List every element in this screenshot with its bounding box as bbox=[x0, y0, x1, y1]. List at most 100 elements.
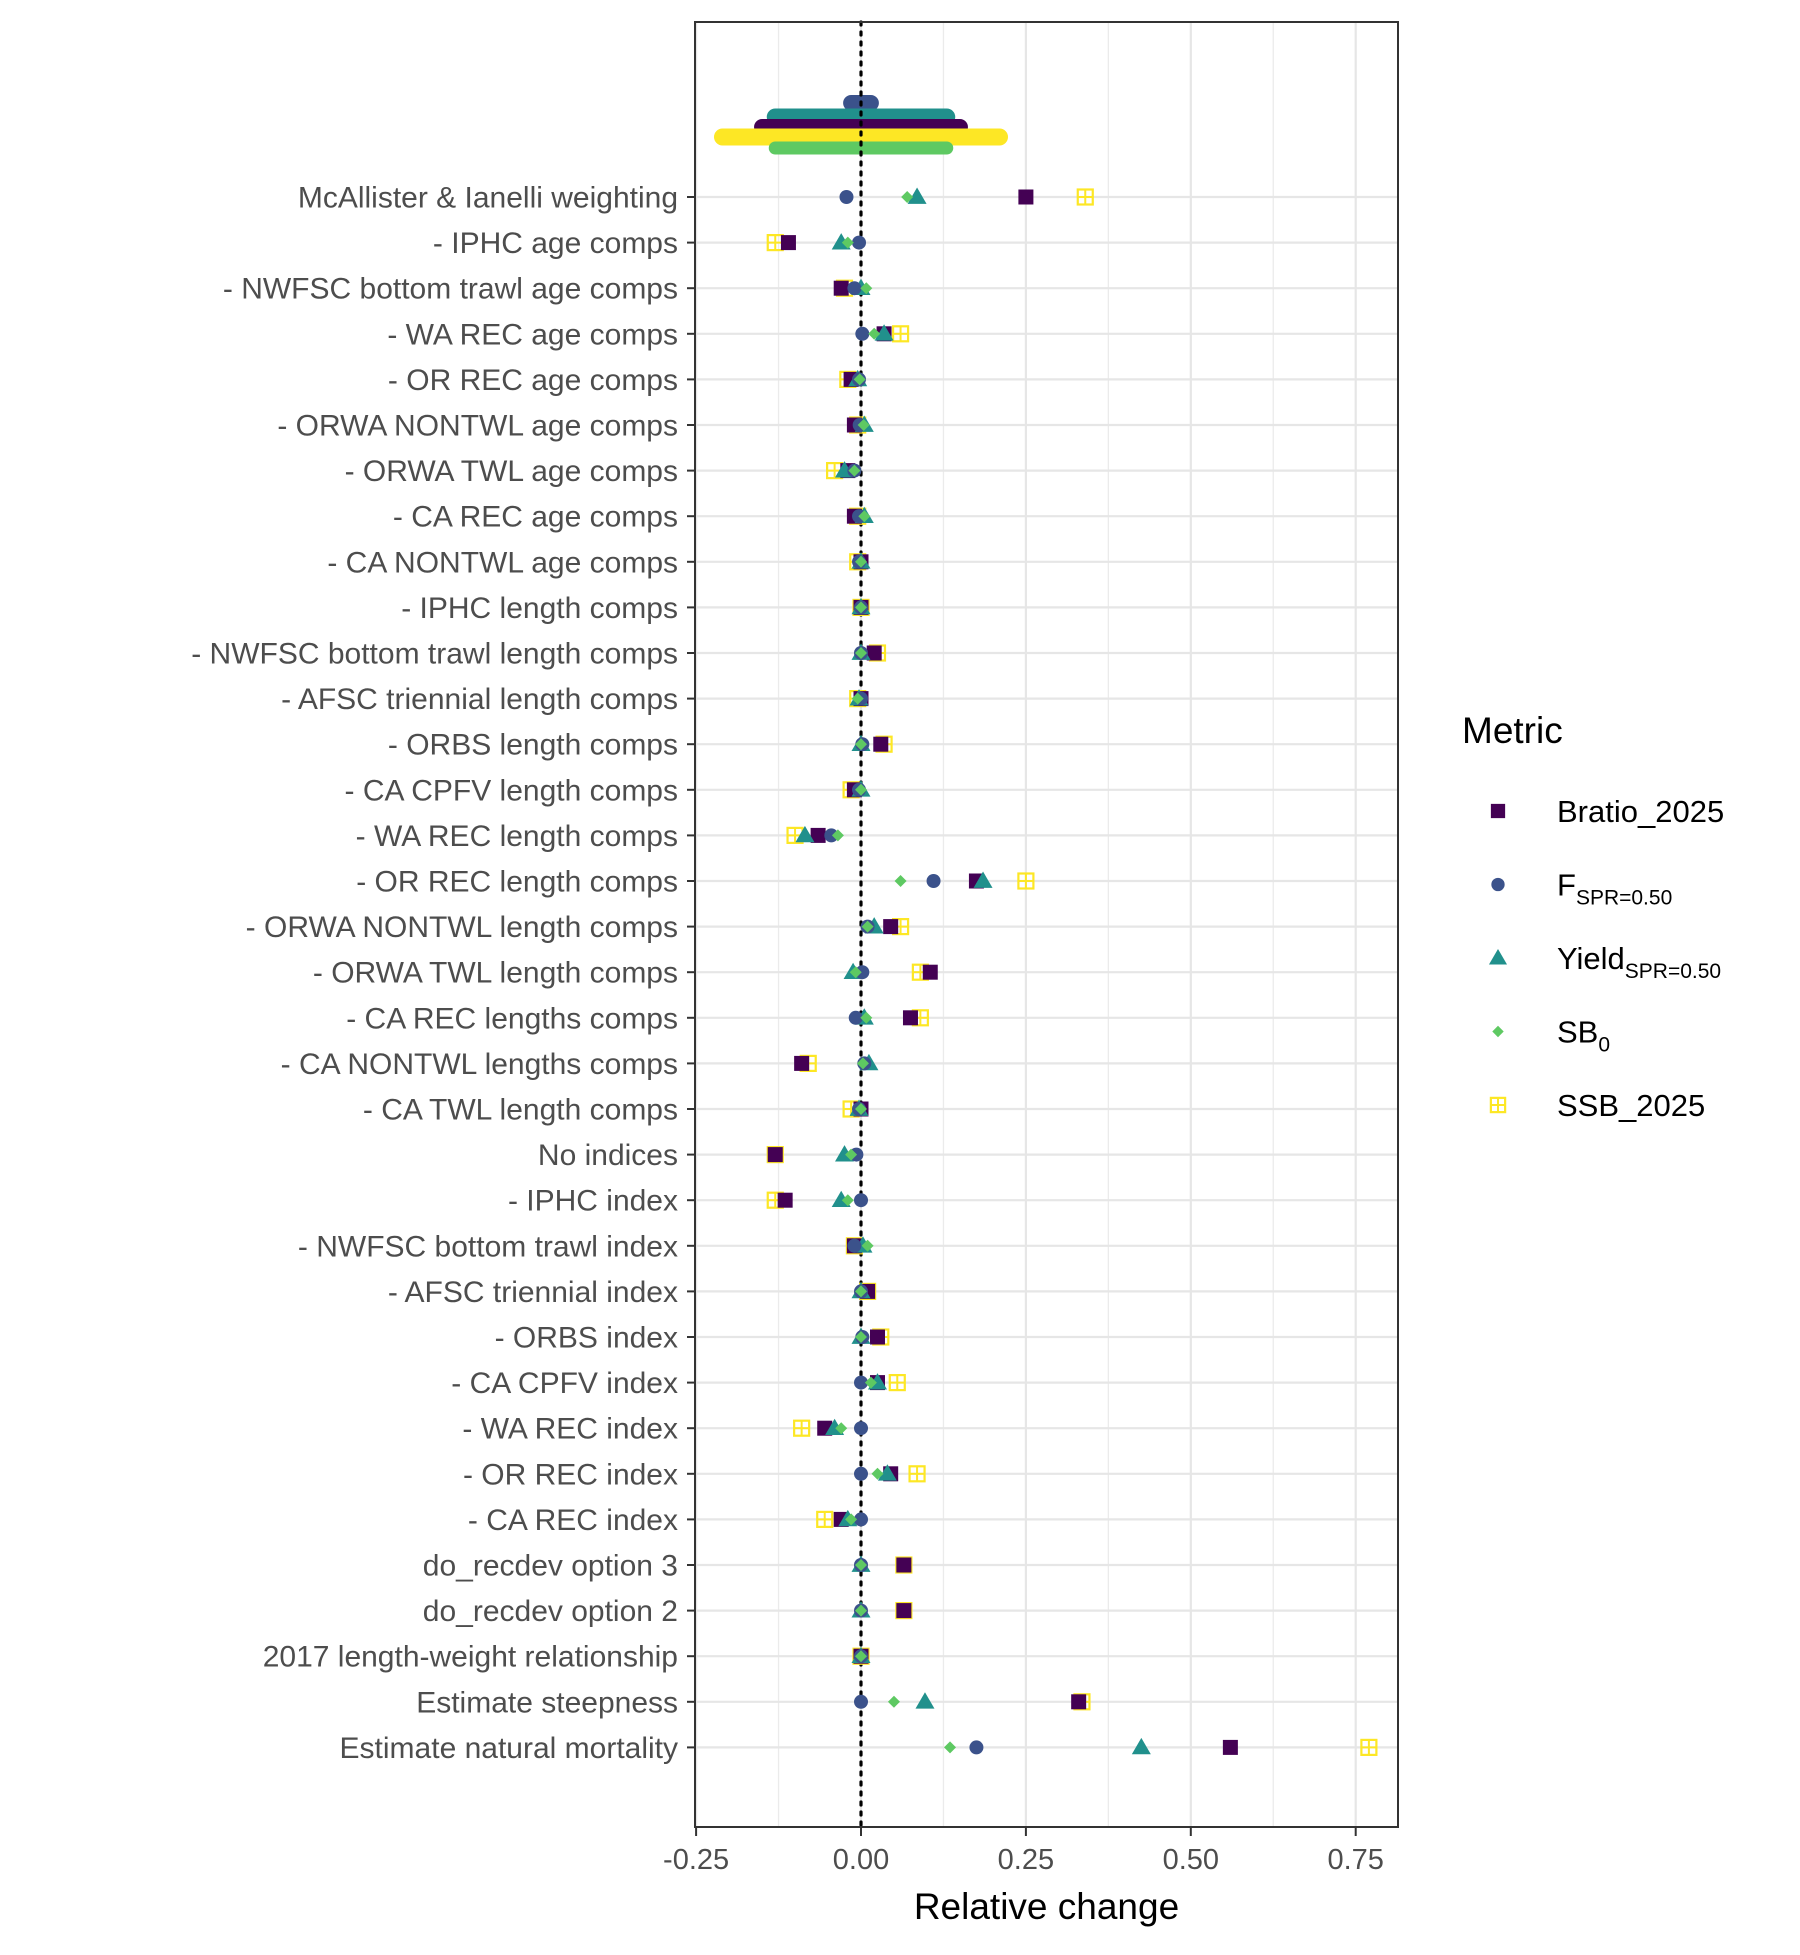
category-label-28: - OR REC index bbox=[463, 1458, 678, 1491]
point-sb0-15 bbox=[894, 875, 907, 887]
legend-title: Metric bbox=[1462, 710, 1563, 751]
x-tick-label-4: 0.75 bbox=[1327, 1844, 1383, 1876]
point-sb0-16 bbox=[861, 920, 874, 933]
point-bratio-12 bbox=[873, 736, 889, 752]
legend-key-sb0 bbox=[1492, 1025, 1504, 1038]
point-sb0-33 bbox=[887, 1695, 900, 1708]
category-label-27: - WA REC index bbox=[462, 1413, 678, 1446]
point-sb0-10 bbox=[855, 647, 867, 659]
category-label-6: - ORWA TWL age comps bbox=[345, 455, 678, 488]
point-bratio-0 bbox=[1018, 189, 1034, 205]
point-fspr-3 bbox=[855, 326, 870, 341]
legend-key-yield bbox=[1488, 948, 1508, 965]
point-sb0-7 bbox=[858, 510, 871, 523]
point-fspr-28 bbox=[854, 1466, 868, 1481]
point-ssb-28 bbox=[908, 1465, 926, 1483]
point-bratio-21 bbox=[767, 1147, 783, 1163]
point-sb0-21 bbox=[845, 1148, 858, 1161]
point-fspr-33 bbox=[854, 1694, 868, 1709]
category-label-9: - IPHC length comps bbox=[401, 592, 678, 625]
category-label-17: - ORWA TWL length comps bbox=[313, 957, 678, 990]
legend-key-ssb bbox=[1489, 1096, 1507, 1114]
point-bratio-18 bbox=[902, 1010, 918, 1026]
category-label-7: - CA REC age comps bbox=[393, 501, 678, 534]
point-sb0-6 bbox=[848, 464, 861, 477]
point-yield-33 bbox=[915, 1692, 935, 1709]
point-sb0-22 bbox=[841, 1194, 854, 1207]
point-sb0-5 bbox=[857, 419, 870, 431]
point-bratio-1 bbox=[780, 235, 796, 251]
point-sb0-8 bbox=[855, 555, 867, 568]
category-label-2: - NWFSC bottom trawl age comps bbox=[223, 273, 678, 306]
point-ssb-34 bbox=[1360, 1738, 1378, 1757]
category-label-5: - ORWA NONTWL age comps bbox=[277, 410, 678, 443]
category-label-3: - WA REC age comps bbox=[387, 318, 678, 351]
legend-key-bratio bbox=[1490, 803, 1506, 819]
point-yield-14 bbox=[795, 825, 815, 843]
category-label-13: - CA CPFV length comps bbox=[345, 774, 678, 807]
category-label-29: - CA REC index bbox=[468, 1504, 678, 1537]
x-tick-label-0: -0.25 bbox=[663, 1844, 729, 1876]
point-sb0-31 bbox=[855, 1604, 867, 1617]
point-sb0-34 bbox=[944, 1741, 957, 1754]
category-label-16: - ORWA NONTWL length comps bbox=[246, 911, 678, 944]
point-sb0-0 bbox=[901, 191, 914, 203]
legend-label-fspr: FSPR=0.50 bbox=[1557, 868, 1672, 910]
plot-panel bbox=[695, 22, 1398, 1827]
point-bratio-19 bbox=[794, 1055, 810, 1071]
point-sb0-11 bbox=[851, 692, 864, 705]
point-fspr-22 bbox=[854, 1193, 868, 1208]
point-ssb-15 bbox=[1017, 872, 1035, 890]
data-points bbox=[766, 187, 1378, 1757]
point-fspr-26 bbox=[854, 1375, 868, 1390]
category-label-24: - AFSC triennial index bbox=[388, 1276, 678, 1309]
point-sb0-12 bbox=[855, 738, 867, 751]
point-yield-3 bbox=[874, 324, 894, 341]
point-sb0-23 bbox=[861, 1239, 874, 1252]
point-bratio-34 bbox=[1222, 1739, 1238, 1755]
legend: Metric Bratio_2025 FSPR=0.50 YieldSPR=0.50 S… bbox=[1462, 710, 1724, 1123]
point-bratio-30 bbox=[896, 1557, 912, 1573]
category-label-12: - ORBS length comps bbox=[388, 729, 678, 762]
category-label-30: do_recdev option 3 bbox=[423, 1550, 678, 1583]
point-sb0-9 bbox=[855, 601, 867, 614]
point-bratio-25 bbox=[869, 1329, 885, 1345]
point-sb0-3 bbox=[868, 327, 881, 340]
category-label-14: - WA REC length comps bbox=[356, 820, 678, 853]
x-tick-label-1: 0.00 bbox=[833, 1844, 889, 1876]
point-fspr-1 bbox=[852, 235, 867, 250]
point-sb0-29 bbox=[845, 1513, 858, 1526]
point-sb0-25 bbox=[855, 1331, 867, 1343]
point-fspr-0 bbox=[839, 190, 854, 204]
point-fspr-14 bbox=[824, 828, 839, 843]
point-bratio-10 bbox=[866, 645, 882, 661]
point-fspr-2 bbox=[847, 281, 862, 296]
category-label-23: - NWFSC bottom trawl index bbox=[298, 1230, 678, 1263]
point-bratio-17 bbox=[922, 964, 938, 980]
legend-key-fspr bbox=[1491, 877, 1505, 892]
point-sb0-4 bbox=[853, 373, 866, 386]
x-tick-label-2: 0.25 bbox=[998, 1844, 1054, 1876]
legend-label-sb0: SB0 bbox=[1557, 1015, 1610, 1057]
point-ssb-26 bbox=[888, 1373, 906, 1392]
point-yield-15 bbox=[973, 871, 993, 888]
point-ssb-3 bbox=[891, 325, 910, 343]
category-label-8: - CA NONTWL age comps bbox=[327, 546, 678, 579]
point-sb0-20 bbox=[855, 1103, 867, 1115]
point-sb0-18 bbox=[860, 1011, 873, 1024]
plot-border bbox=[694, 21, 1399, 1828]
legend-label-ssb: SSB_2025 bbox=[1557, 1088, 1705, 1123]
category-label-11: - AFSC triennial length comps bbox=[281, 683, 678, 716]
category-label-0: McAllister & Ianelli weighting bbox=[298, 182, 678, 215]
point-fspr-18 bbox=[848, 1010, 863, 1025]
point-yield-0 bbox=[907, 187, 927, 204]
category-label-34: Estimate natural mortality bbox=[340, 1732, 678, 1765]
category-label-4: - OR REC age comps bbox=[388, 364, 678, 397]
point-sb0-13 bbox=[855, 783, 867, 796]
x-axis-title: Relative change bbox=[914, 1886, 1179, 1927]
category-label-33: Estimate steepness bbox=[416, 1686, 678, 1719]
category-label-19: - CA NONTWL lengths comps bbox=[281, 1048, 678, 1081]
point-sb0-32 bbox=[855, 1650, 867, 1663]
